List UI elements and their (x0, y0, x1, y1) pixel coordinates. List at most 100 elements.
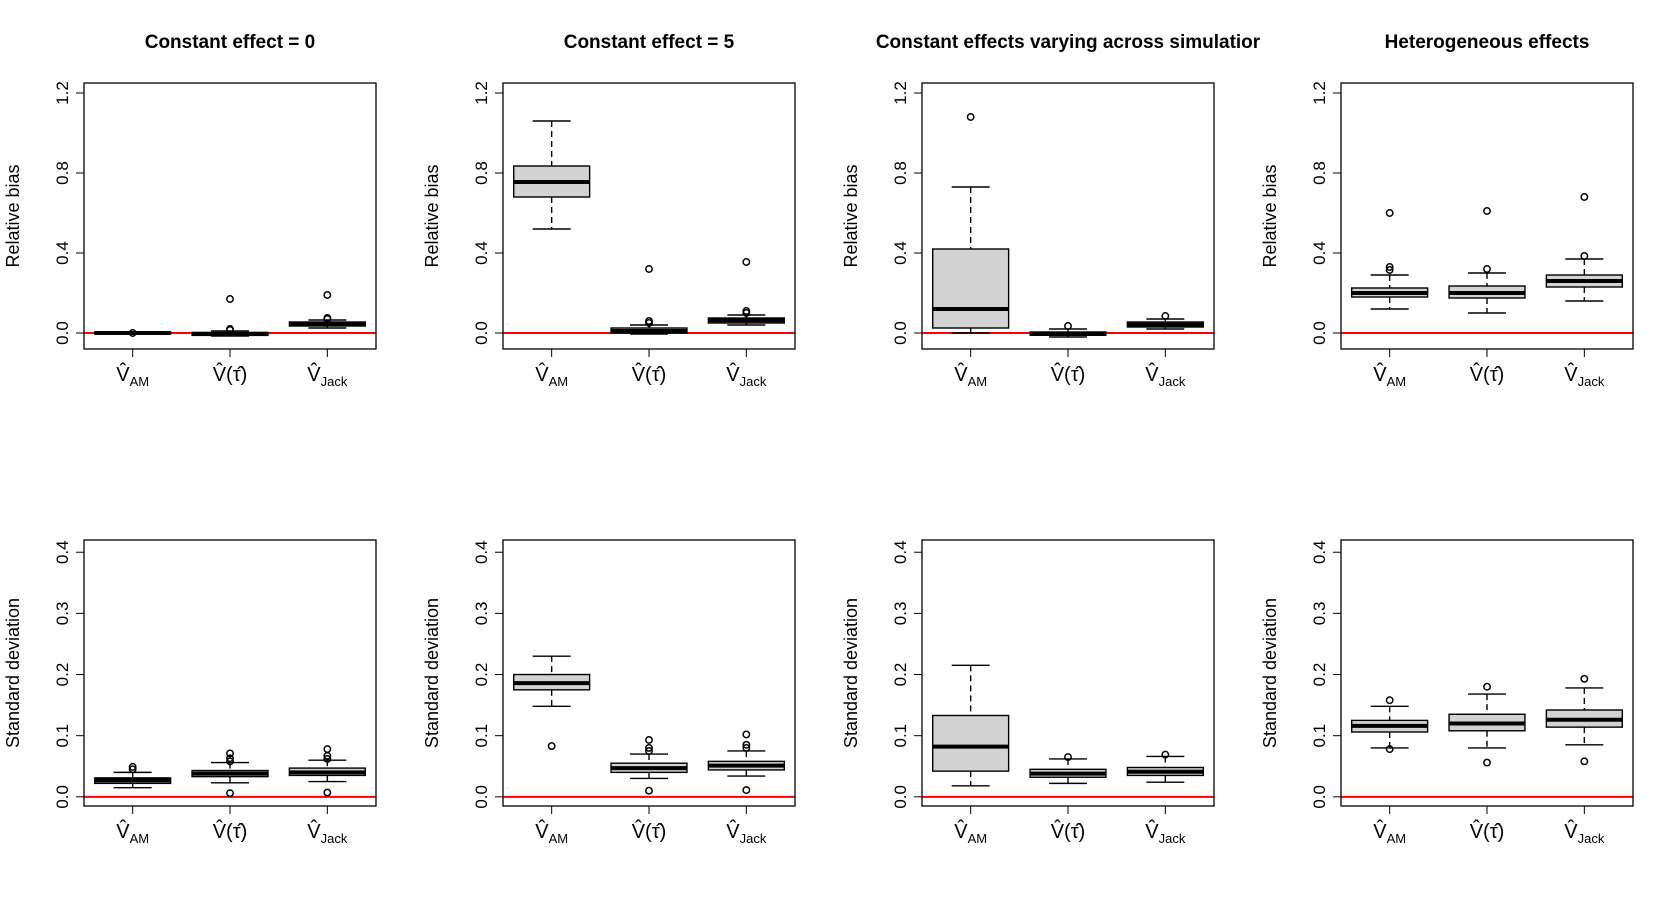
y-tick-label: 0.4 (472, 241, 491, 265)
panel-3: Constant effects varying across simulati… (841, 32, 1261, 389)
box-3 (1545, 193, 1623, 302)
outlier-point (323, 745, 332, 754)
panel-7: Standard deviation 0.0 0.1 0.2 0.3 0.4 V̂AM V̂(… (841, 539, 1215, 846)
y-tick-label: 0.0 (472, 321, 491, 345)
y-tick-label: 0.3 (472, 602, 491, 626)
plot-frame (1340, 539, 1634, 807)
x-tick-label: V̂Jack (1564, 820, 1605, 846)
outlier-point (742, 309, 751, 317)
y-tick-label: 0.0 (53, 321, 72, 345)
x-tick-label: V̂(τ̂) (632, 820, 667, 843)
y-tick-label: 0.4 (53, 241, 72, 265)
x-tick-label: V̂(τ̂) (213, 820, 248, 843)
y-tick-label: 0.4 (53, 540, 72, 564)
x-tick-label: V̂(τ̂) (1051, 363, 1086, 386)
outlier-point (1483, 758, 1491, 767)
y-tick-label: 1.2 (472, 81, 491, 105)
box-1 (513, 120, 591, 230)
y-axis-label: Relative bias (841, 164, 861, 267)
panel-5: Standard deviation 0.0 0.1 0.2 0.3 0.4 V̂AM V̂(… (3, 539, 377, 846)
y-tick-label: 0.1 (1310, 724, 1329, 748)
y-tick-label: 0.2 (472, 663, 491, 687)
y-axis-label: Relative bias (422, 164, 442, 267)
y-tick-label: 0.0 (53, 785, 72, 809)
plot-frame (83, 82, 377, 350)
x-tick-label: V̂AM (954, 820, 987, 846)
y-tick-label: 0.8 (891, 161, 910, 185)
box-2 (610, 265, 688, 335)
box-2 (610, 736, 688, 795)
box-2 (191, 295, 269, 337)
y-axis-label: Relative bias (1260, 164, 1280, 267)
outlier-point (1580, 193, 1589, 201)
outlier-point (226, 754, 234, 763)
x-tick-label: V̂AM (116, 363, 149, 389)
panel-8: Standard deviation 0.0 0.1 0.2 0.3 0.4 V̂AM V̂(… (1260, 539, 1634, 846)
box-3 (1126, 750, 1204, 783)
y-tick-label: 0.8 (1310, 161, 1329, 185)
y-tick-label: 0.4 (1310, 540, 1329, 564)
y-tick-label: 0.1 (53, 724, 72, 748)
outlier-point (645, 319, 653, 327)
outlier-point (645, 786, 653, 795)
outlier-point (1161, 312, 1170, 320)
y-tick-label: 0.3 (53, 602, 72, 626)
x-tick-label: V̂AM (1373, 363, 1406, 389)
x-tick-label: V̂AM (535, 363, 568, 389)
outlier-point (645, 747, 653, 755)
y-tick-label: 1.2 (53, 81, 72, 105)
x-tick-label: V̂(τ̂) (632, 363, 667, 386)
outlier-point (742, 730, 751, 739)
plot-frame (921, 539, 1215, 807)
x-tick-label: V̂AM (1373, 820, 1406, 846)
y-axis-label: Standard deviation (841, 598, 861, 748)
box-2 (1448, 682, 1526, 767)
outlier-point (645, 265, 653, 273)
outlier-point (226, 789, 234, 798)
y-tick-label: 0.8 (472, 161, 491, 185)
outlier-point (742, 258, 751, 266)
y-axis-label: Standard deviation (422, 598, 442, 748)
box-2 (1029, 322, 1107, 338)
y-tick-label: 0.0 (472, 785, 491, 809)
x-tick-label: V̂(τ̂) (213, 363, 248, 386)
x-tick-label: V̂(τ̂) (1051, 820, 1086, 843)
outlier-point (1064, 753, 1072, 762)
outlier-point (226, 295, 234, 303)
outlier-point (323, 751, 332, 760)
box-2 (1029, 753, 1107, 785)
x-tick-label: V̂Jack (726, 820, 767, 846)
box-3 (1545, 674, 1623, 766)
outlier-point (1483, 682, 1491, 691)
box-iqr (932, 714, 1010, 772)
box-3 (288, 291, 366, 329)
panel-title: Heterogeneous effects (1385, 32, 1590, 53)
x-tick-label: V̂Jack (726, 363, 767, 389)
y-tick-label: 0.2 (891, 663, 910, 687)
y-tick-label: 0.4 (891, 241, 910, 265)
x-tick-label: V̂Jack (1564, 363, 1605, 389)
box-1 (932, 664, 1010, 787)
y-tick-label: 0.8 (53, 161, 72, 185)
y-axis-label: Standard deviation (3, 598, 23, 748)
panel-title: Constant effect = 0 (145, 32, 316, 53)
x-tick-label: V̂(τ̂) (1470, 363, 1505, 386)
y-tick-label: 0.0 (891, 321, 910, 345)
outlier-point (1064, 322, 1072, 330)
outlier-point (323, 754, 332, 763)
outlier-point (1385, 266, 1394, 274)
box-1 (1351, 209, 1429, 310)
y-tick-label: 0.1 (472, 724, 491, 748)
x-tick-label: V̂AM (535, 820, 568, 846)
y-tick-label: 0.4 (1310, 241, 1329, 265)
box-1 (932, 113, 1010, 334)
outlier-point (645, 743, 653, 752)
y-tick-label: 0.4 (472, 540, 491, 564)
plot-frame (1340, 82, 1634, 350)
outlier-point (1385, 745, 1394, 754)
box-1 (513, 655, 591, 751)
outlier-point (1161, 750, 1170, 759)
outlier-point (226, 757, 234, 766)
box-2 (1448, 207, 1526, 314)
